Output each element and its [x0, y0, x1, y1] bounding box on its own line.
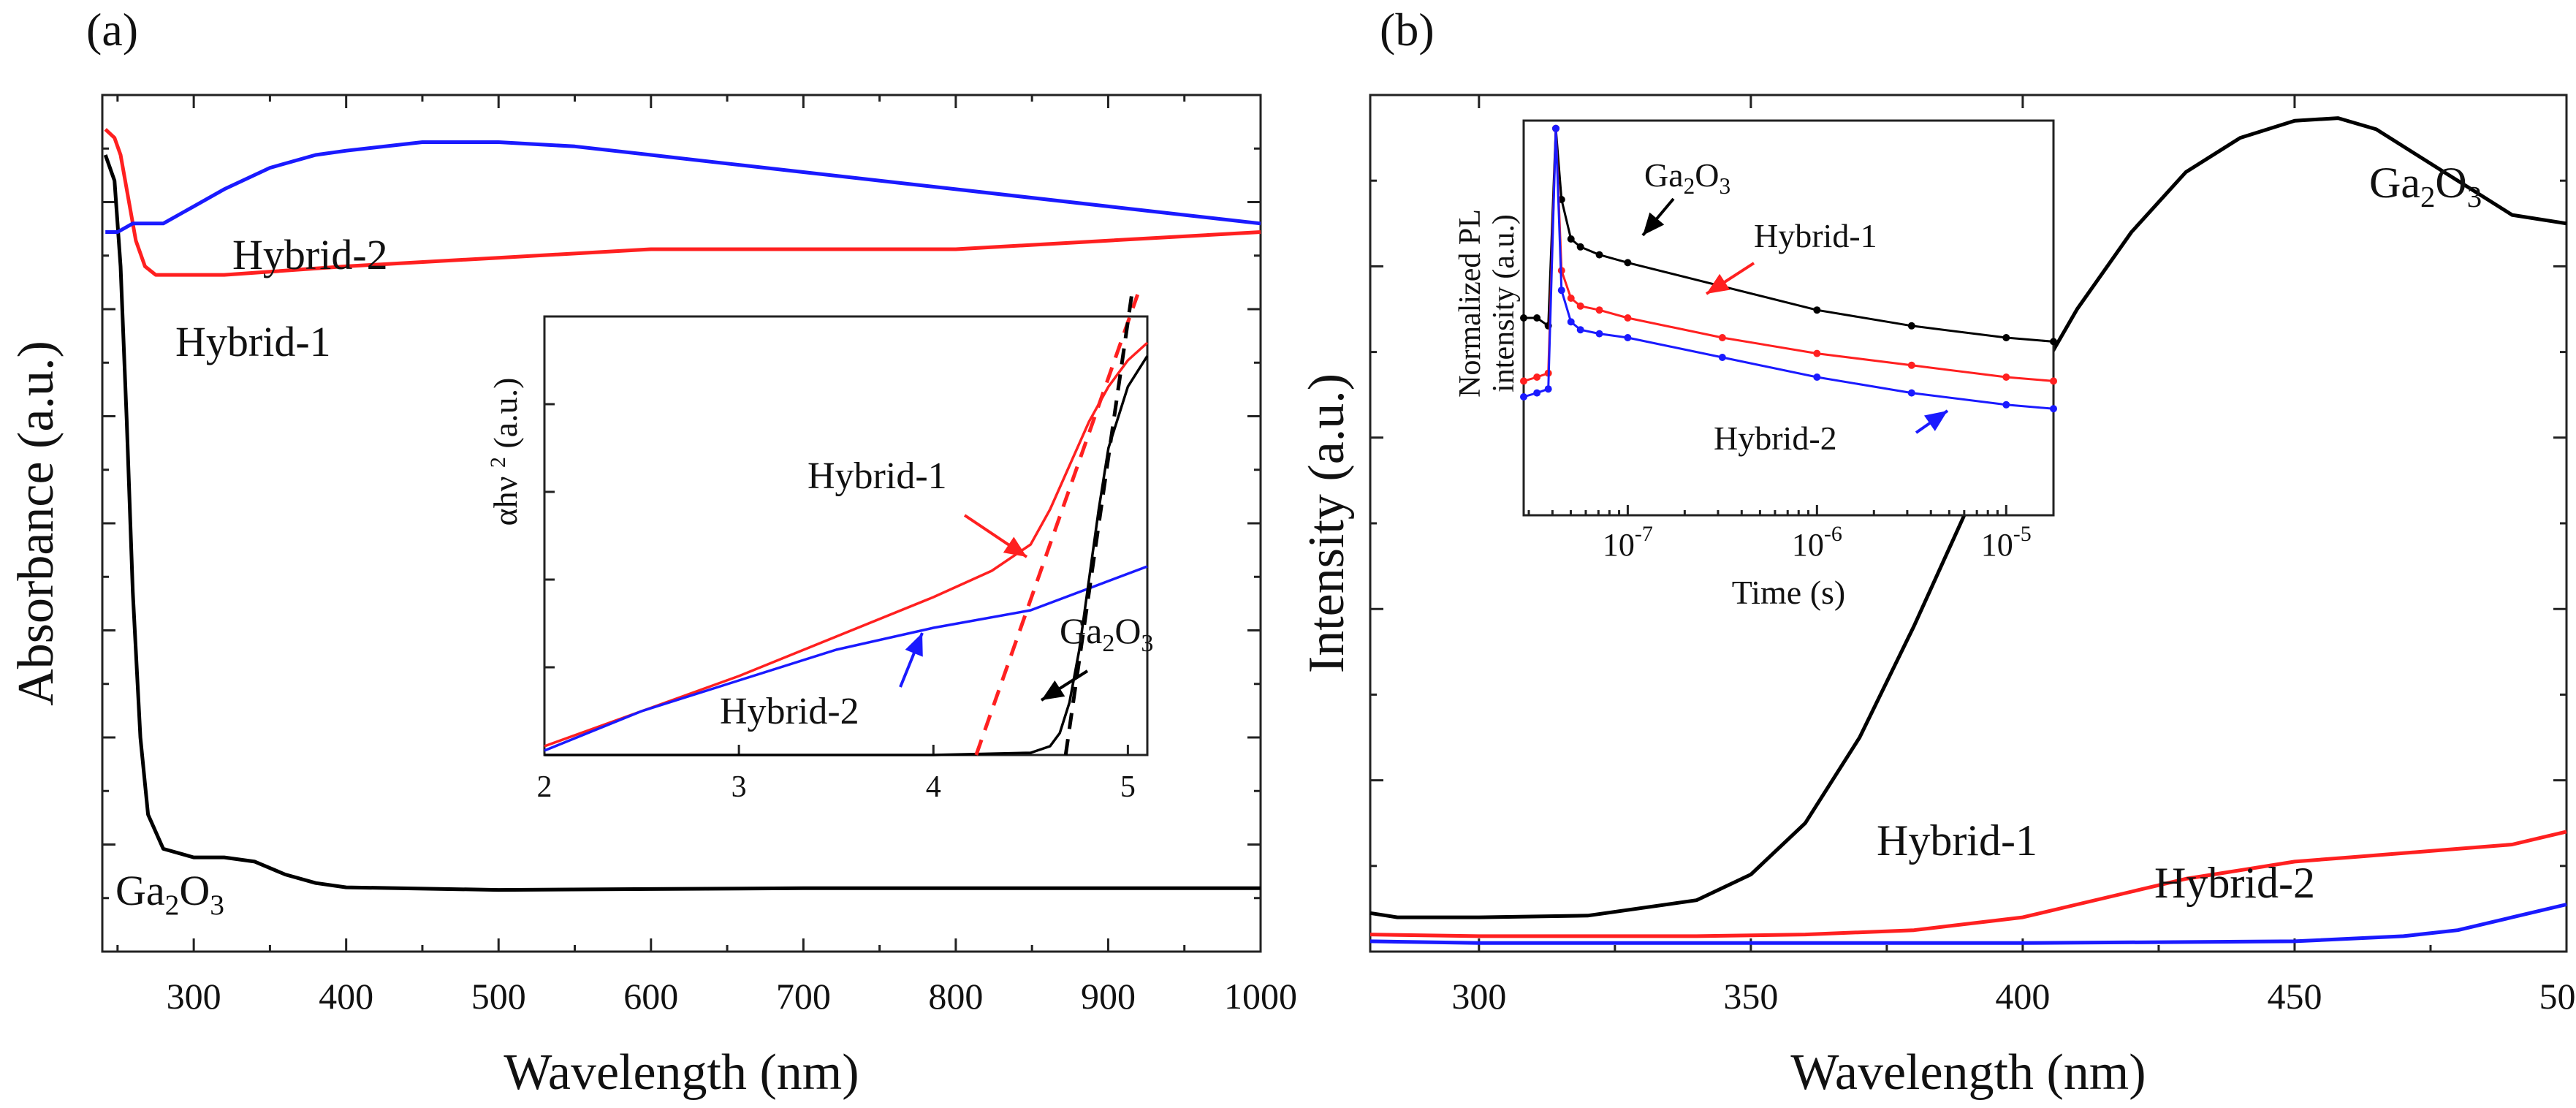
panel-b-inset-point-ga2o3: [1624, 259, 1632, 267]
panel-b-inset-point-hybrid-2: [2002, 401, 2010, 409]
panel-b-inset-point-hybrid-1: [2002, 373, 2010, 381]
panel-b-inset-point-ga2o3: [2002, 334, 2010, 341]
panel-a-x-tick-label: 600: [623, 976, 678, 1017]
panel-b-inset-point-ga2o3: [2050, 338, 2057, 346]
panel-b-inset-point-ga2o3: [1907, 322, 1915, 330]
panel-b-inset-point-ga2o3: [1533, 314, 1541, 322]
panel-b-inset-point-ga2o3: [1813, 306, 1821, 314]
panel-b-inset-point-hybrid-1: [1907, 361, 1915, 369]
panel-b-inset-point-hybrid-2: [1567, 318, 1575, 326]
panel-a-inset-x-tick-label: 4: [926, 770, 941, 804]
panel-b-inset-y-axis-label-line1: Normalized PL: [1454, 209, 1487, 398]
panel-b-inset-point-ga2o3: [1567, 235, 1575, 243]
panel-b-inset-label-ga2o3: Ga2O3: [1644, 156, 1730, 199]
panel-a-inset-x-tick-label: 3: [732, 770, 747, 804]
panel-b-inset-series-ga2o3: [1524, 127, 2054, 343]
panel-a-inset-series-hybrid-1: [544, 341, 1149, 748]
panel-b-inset-point-hybrid-1: [1520, 377, 1527, 385]
panel-b-inset-point-hybrid-1: [1567, 295, 1575, 302]
panel-b-inset-point-hybrid-1: [1813, 349, 1821, 357]
panel-b-inset-point-hybrid-1: [1718, 334, 1726, 341]
panel-a-inset-fit-line: [974, 294, 1140, 756]
panel-b-inset-x-axis-label: Time (s): [1732, 574, 1846, 611]
panel-b-inset-point-ga2o3: [1520, 314, 1527, 322]
panel-b-inset-bg: [1524, 121, 2053, 515]
panel-b-label-hybrid-1: Hybrid-1: [1877, 816, 2037, 865]
panel-b-inset-arrow-hybrid-1-head: [1706, 273, 1730, 294]
panel-a-inset-arrow-hybrid-1-head: [1003, 536, 1027, 557]
panel-b-inset-point-hybrid-2: [1520, 393, 1527, 401]
panel-a-inset-x-tick-label: 2: [537, 770, 552, 804]
panel-b-inset-point-ga2o3: [1576, 243, 1584, 251]
panel-b-inset-point-hybrid-1: [2050, 377, 2057, 385]
panel-a-x-tick-label: 900: [1081, 976, 1136, 1017]
panel-b-inset-point-hybrid-2: [1907, 389, 1915, 397]
panel-a-x-tick-label: 700: [776, 976, 831, 1017]
panel-b-inset-point-hybrid-2: [1533, 389, 1541, 397]
panel-b-inset-point-hybrid-2: [1557, 287, 1565, 295]
panel-a-inset-label-hybrid-2: Hybrid-2: [720, 691, 859, 732]
panel-b-inset-arrow-hybrid-2-head: [1923, 411, 1948, 431]
panel-a-x-tick-label: 1000: [1224, 976, 1297, 1017]
panel-b-label-hybrid-2: Hybrid-2: [2154, 859, 2315, 907]
panel-a-legend-ga2o3: Ga2O3: [115, 867, 224, 921]
panel-b-inset-x-tick-label: 10-6: [1792, 522, 1842, 563]
panel-b-inset-point-hybrid-2: [2050, 405, 2057, 413]
panel-a-x-tick-label: 500: [471, 976, 526, 1017]
panel-b-inset-point-hybrid-1: [1576, 302, 1584, 310]
panel-b-inset-label-hybrid-1: Hybrid-1: [1754, 217, 1877, 254]
panel-b-x-tick-label: 450: [2267, 976, 2322, 1017]
panel-a-x-tick-label: 400: [319, 976, 373, 1017]
panel-b-x-tick-label: 350: [1723, 976, 1778, 1017]
panel-a-inset-bg: [544, 316, 1147, 755]
panel-b-inset-series-hybrid-2: [1523, 127, 2054, 410]
panel-b-x-tick-label: 300: [1451, 976, 1506, 1017]
panel-b-inset-point-hybrid-2: [1552, 124, 1560, 132]
panel-a-label: (a): [86, 4, 138, 56]
panel-a-legend-hybrid-2: Hybrid-2: [232, 231, 388, 278]
panel-a-inset-series-hybrid-2: [544, 565, 1148, 752]
panel-b-inset-label-hybrid-2: Hybrid-2: [1714, 420, 1837, 457]
panel-a-series-hybrid-1: [104, 128, 1261, 277]
panel-b-inset-x-tick-label: 10-7: [1603, 522, 1653, 563]
panel-a-inset-x-tick-label: 5: [1120, 770, 1136, 804]
panel-b-inset-point-hybrid-1: [1595, 306, 1603, 314]
panel-a-x-tick-label: 800: [928, 976, 983, 1017]
panel-b-inset-point-hybrid-2: [1595, 330, 1603, 338]
panel-b-x-tick-label: 400: [1995, 976, 2050, 1017]
panel-a-inset-label-hybrid-1: Hybrid-1: [808, 455, 947, 497]
panel-b-inset-arrow-ga2o3-head: [1643, 212, 1665, 235]
panel-b-label-ga2o3: Ga2O3: [2369, 159, 2482, 213]
panel-b-y-axis-label: Intensity (a.u.): [1299, 373, 1355, 673]
panel-b-x-axis-label: Wavelength (nm): [1790, 1044, 2146, 1101]
panel-b-inset-point-hybrid-2: [1576, 326, 1584, 334]
panel-b-inset-point-hybrid-1: [1624, 314, 1632, 322]
panel-a-x-tick-label: 300: [167, 976, 221, 1017]
panel-a-inset-arrow-hybrid-2-head: [905, 633, 923, 657]
panel-b-label: (b): [1380, 4, 1435, 56]
panel-b-inset-y-axis-label-line2: intensity (a.u.): [1487, 214, 1521, 392]
panel-b-inset-point-hybrid-2: [1718, 354, 1726, 361]
panel-a-inset-label-ga2o3: Ga2O3: [1060, 610, 1153, 657]
panel-a-series-ga2o3: [103, 154, 1261, 892]
panel-a-inset-arrow-ga2o3-head: [1041, 680, 1065, 700]
panel-a-legend-hybrid-1: Hybrid-1: [175, 318, 331, 365]
panel-b-series-hybrid-1: [1369, 830, 2567, 938]
panel-a-series-hybrid-2: [105, 140, 1261, 234]
panel-b-inset-point-ga2o3: [1595, 251, 1603, 259]
panel-a-x-axis-label: Wavelength (nm): [504, 1044, 859, 1101]
panel-b-inset-point-hybrid-1: [1533, 373, 1541, 381]
panel-b-inset-point-hybrid-2: [1813, 373, 1821, 381]
panel-a-inset-y-axis-label: αhν 2 (a.u.): [486, 378, 524, 526]
panel-b-inset-x-tick-label: 10-5: [1981, 522, 2032, 563]
panel-b-x-tick-label: 500: [2539, 976, 2576, 1017]
panel-b-series-hybrid-2: [1369, 903, 2567, 945]
panel-b-inset-point-hybrid-2: [1544, 385, 1552, 393]
panel-b-inset-point-hybrid-2: [1624, 334, 1632, 341]
panel-a-y-axis-label: Absorbance (a.u.): [8, 341, 64, 706]
